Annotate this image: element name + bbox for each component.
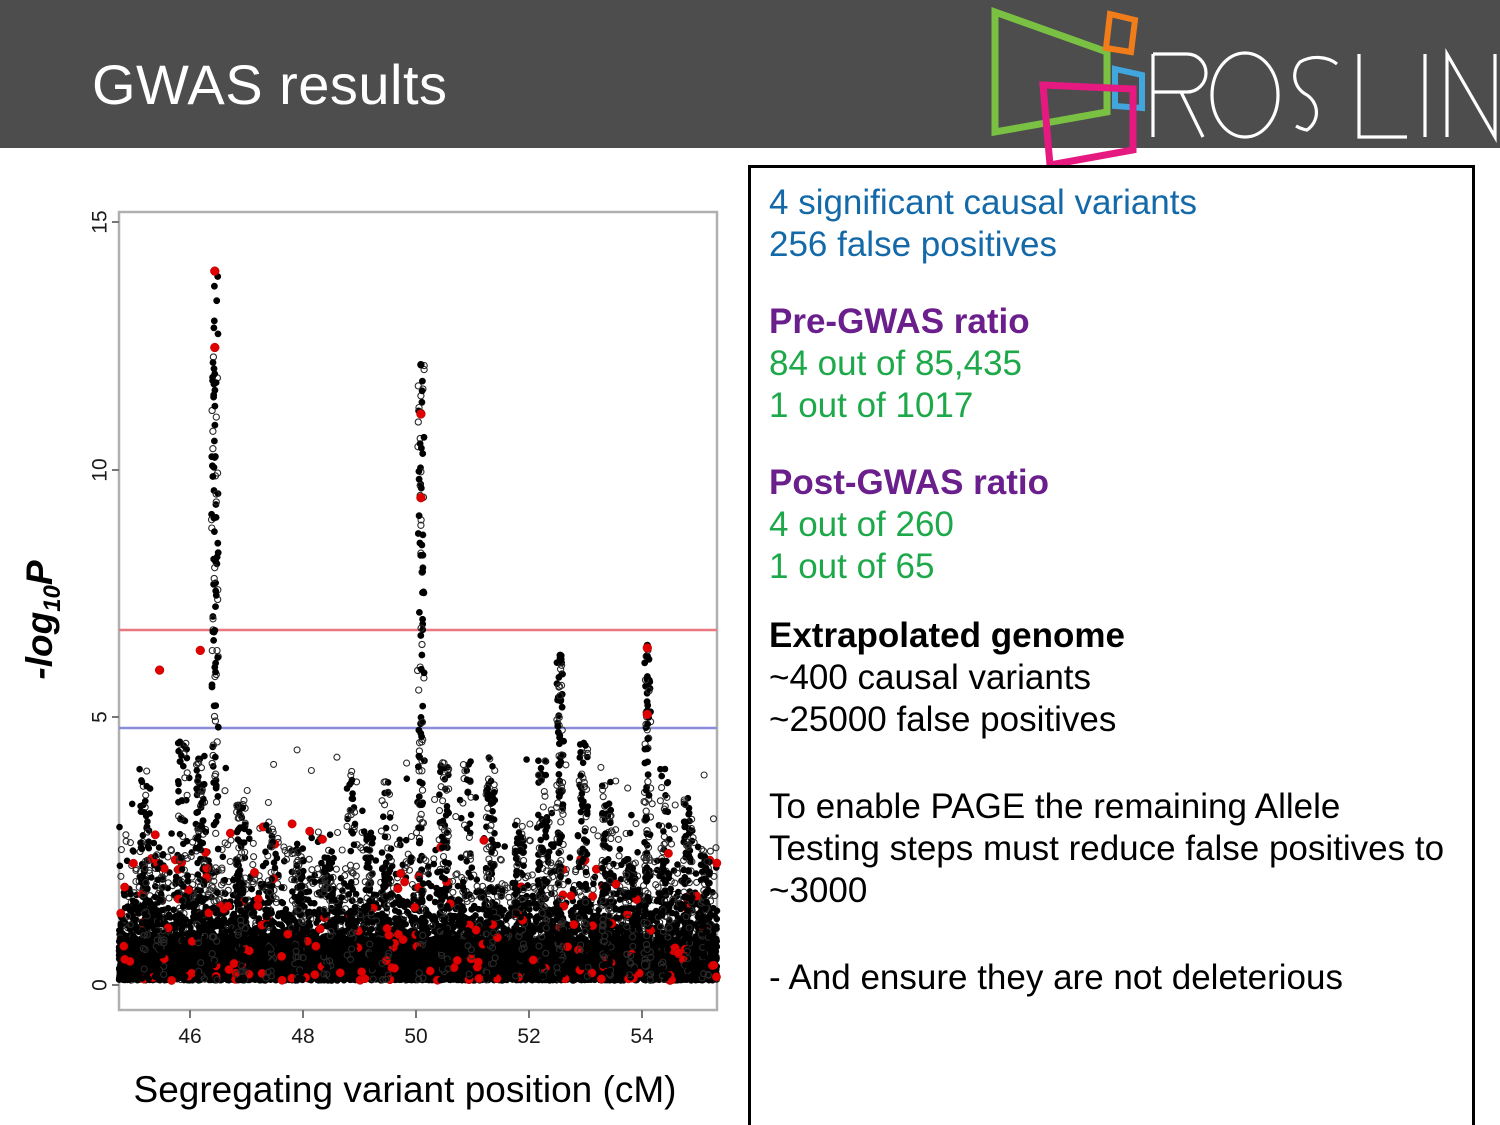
info-line-extrapolated-causal: ~400 causal variants xyxy=(769,658,1092,698)
svg-text:15: 15 xyxy=(89,210,112,233)
info-line-post-gwas-count: 4 out of 260 xyxy=(769,505,954,545)
info-heading-post-gwas-ratio: Post-GWAS ratio xyxy=(769,462,1050,502)
info-line-page-requirement: To enable PAGE the remaining Allele Test… xyxy=(769,786,1445,911)
info-line-false-positives: 256 false positives xyxy=(769,225,1057,265)
logo-green-shape xyxy=(991,7,1111,137)
info-panel: 4 significant causal variants 256 false … xyxy=(748,165,1475,1125)
gwas-manhattan-plot: 15 10 5 0 46 48 50 52 54 -log10P Segrega… xyxy=(0,150,745,1125)
scatter-points xyxy=(115,266,722,985)
y-axis-title: -log10P xyxy=(19,560,66,680)
y-tick-labels: 15 10 5 0 xyxy=(89,210,112,991)
info-line-deleterious-note: - And ensure they are not deleterious xyxy=(769,957,1343,997)
info-line-extrapolated-false-positives: ~25000 false positives xyxy=(769,700,1117,740)
svg-text:54: 54 xyxy=(630,1025,654,1048)
info-line-significant-causal: 4 significant causal variants xyxy=(769,183,1197,222)
info-heading-extrapolated-genome: Extrapolated genome xyxy=(769,615,1125,655)
spacer xyxy=(769,913,1456,957)
svg-text:48: 48 xyxy=(291,1025,314,1048)
page-title: GWAS results xyxy=(92,53,448,116)
logo-orange-shape xyxy=(1102,10,1139,56)
x-axis-ticks xyxy=(189,1010,643,1018)
info-line-post-gwas-rate: 1 out of 65 xyxy=(769,547,935,587)
roslin-logo xyxy=(955,2,1500,167)
logo-blue-shape xyxy=(1112,65,1145,112)
svg-text:10: 10 xyxy=(89,458,112,481)
info-heading-pre-gwas-ratio: Pre-GWAS ratio xyxy=(769,301,1030,341)
logo-wordmark xyxy=(1151,48,1497,143)
spacer xyxy=(769,589,1456,615)
svg-text:0: 0 xyxy=(89,979,112,991)
info-line-pre-gwas-count: 84 out of 85,435 xyxy=(769,344,1022,384)
svg-text:50: 50 xyxy=(404,1025,427,1048)
x-axis-title: Segregating variant position (cM) xyxy=(134,1069,677,1110)
logo-magenta-shape xyxy=(1039,81,1137,167)
spacer xyxy=(769,267,1456,301)
header-bar: GWAS results xyxy=(0,0,1500,167)
x-tick-labels: 46 48 50 52 54 xyxy=(178,1025,654,1048)
spacer xyxy=(769,742,1456,786)
svg-text:5: 5 xyxy=(89,711,112,723)
spacer xyxy=(769,428,1456,462)
info-line-pre-gwas-rate: 1 out of 1017 xyxy=(769,386,974,426)
svg-text:-log10P: -log10P xyxy=(19,560,66,680)
svg-text:46: 46 xyxy=(178,1025,201,1048)
y-axis-ticks xyxy=(112,221,119,986)
svg-text:52: 52 xyxy=(517,1025,540,1048)
